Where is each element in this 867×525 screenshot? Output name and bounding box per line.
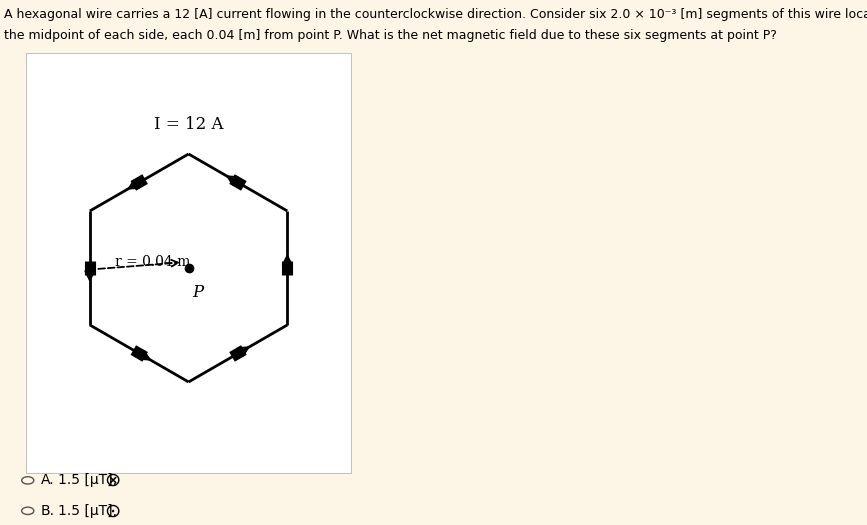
Text: ⊙: ⊙ bbox=[105, 501, 121, 520]
Text: 1.5 [μT],: 1.5 [μT], bbox=[58, 474, 117, 487]
Text: B.: B. bbox=[41, 504, 55, 518]
Text: A.: A. bbox=[41, 474, 55, 487]
Text: 1.5 [μT],: 1.5 [μT], bbox=[58, 504, 117, 518]
Text: ⊗: ⊗ bbox=[105, 471, 121, 490]
Text: P: P bbox=[192, 284, 203, 301]
Text: A hexagonal wire carries a 12 [A] current flowing in the counterclockwise direct: A hexagonal wire carries a 12 [A] curren… bbox=[4, 8, 867, 21]
Text: r = 0.04 m: r = 0.04 m bbox=[115, 255, 190, 269]
Text: the midpoint of each side, each 0.04 [m] from point P. What is the net magnetic : the midpoint of each side, each 0.04 [m]… bbox=[4, 29, 777, 42]
Text: I = 12 A: I = 12 A bbox=[153, 117, 224, 133]
